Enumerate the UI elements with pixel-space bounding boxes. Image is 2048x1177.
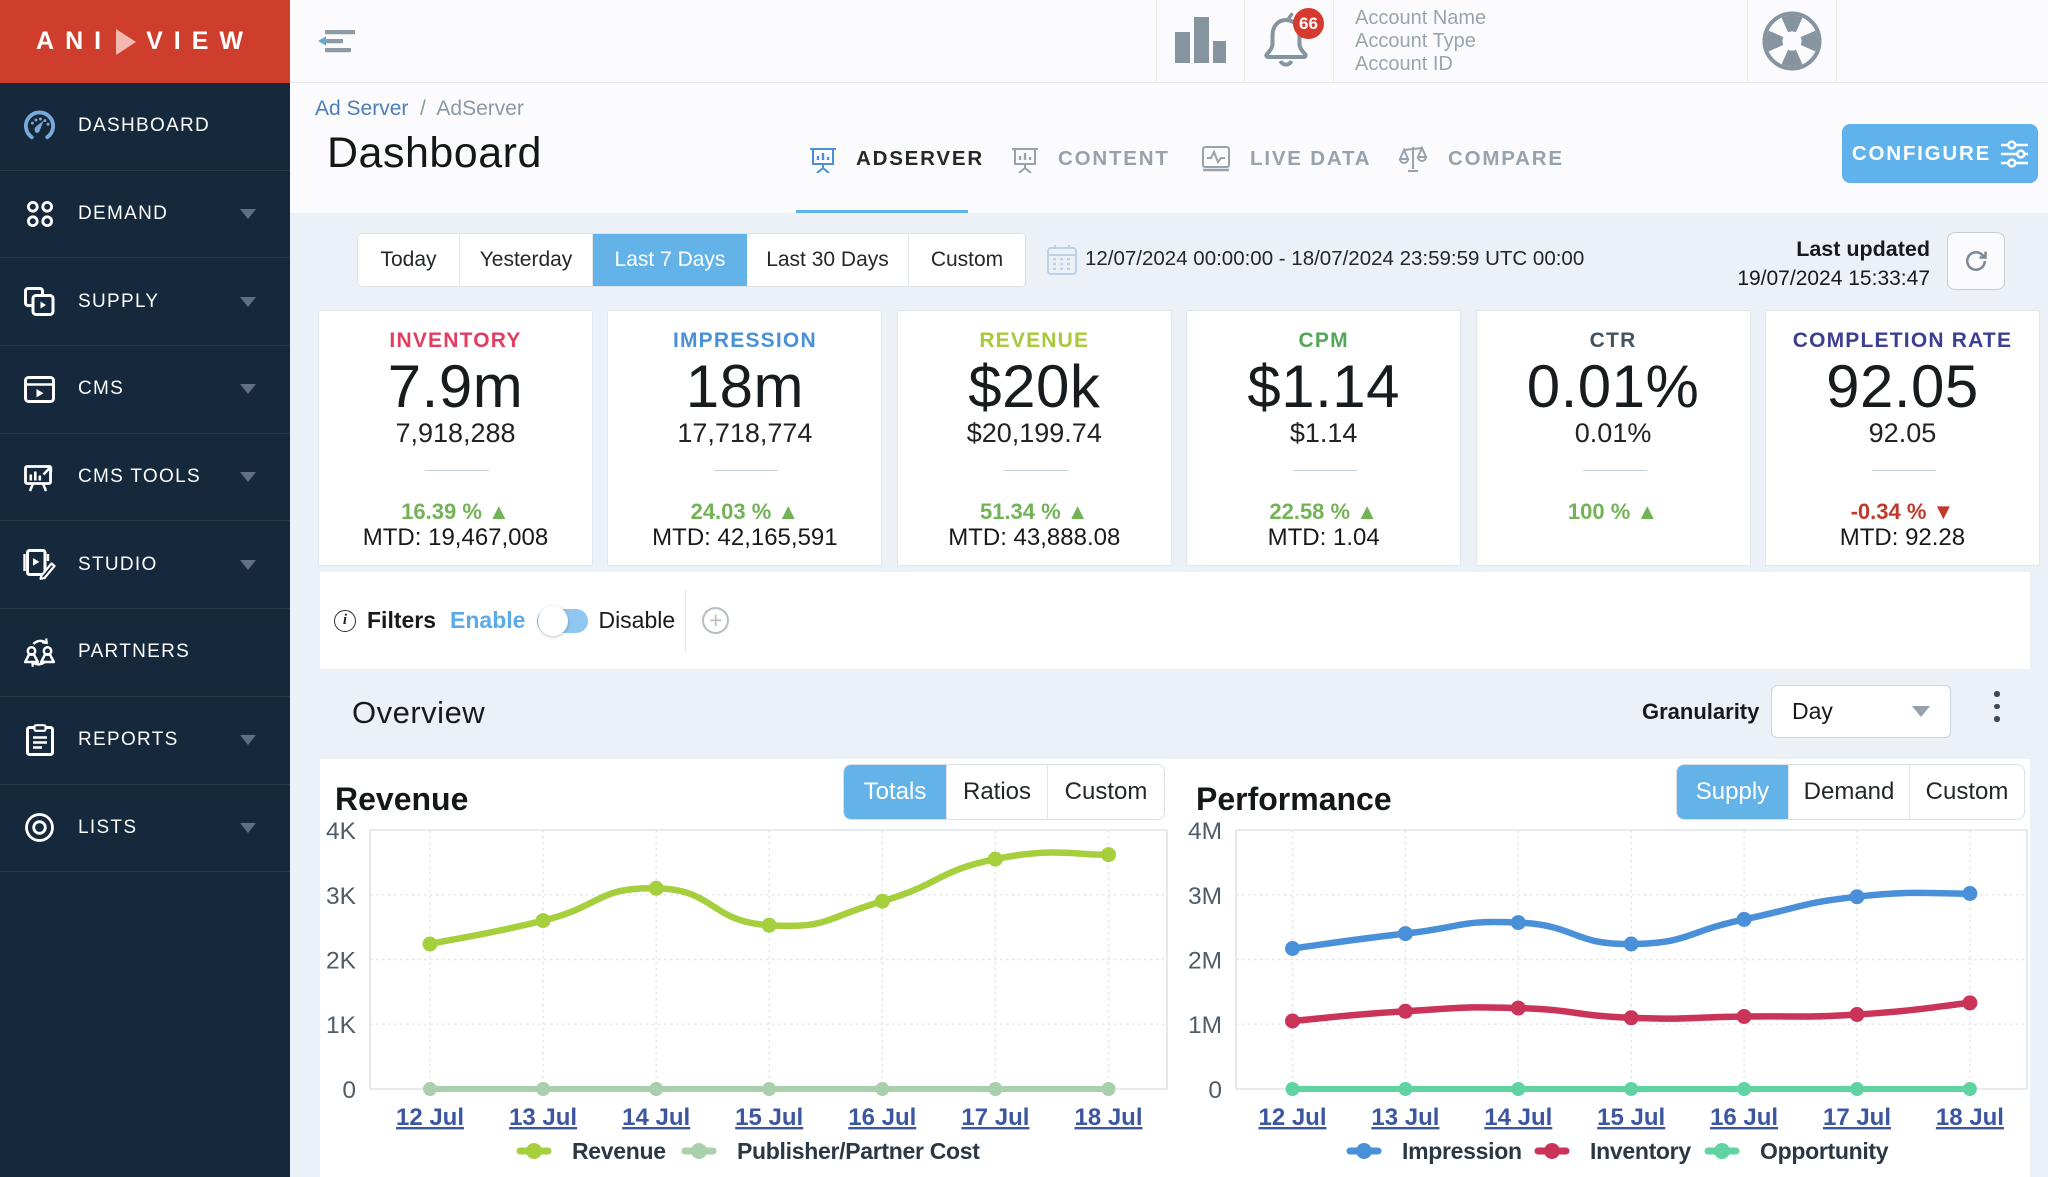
svg-text:2K: 2K xyxy=(326,948,357,975)
svg-text:13 Jul: 13 Jul xyxy=(509,1104,577,1131)
svg-text:15 Jul: 15 Jul xyxy=(1597,1104,1665,1131)
svg-text:15 Jul: 15 Jul xyxy=(735,1104,803,1131)
svg-text:Revenue: Revenue xyxy=(572,1138,666,1164)
svg-text:12 Jul: 12 Jul xyxy=(1258,1104,1326,1131)
svg-text:14 Jul: 14 Jul xyxy=(1484,1104,1552,1131)
svg-text:Opportunity: Opportunity xyxy=(1760,1138,1889,1164)
svg-text:Inventory: Inventory xyxy=(1590,1138,1691,1164)
svg-text:1K: 1K xyxy=(326,1012,357,1039)
svg-text:3K: 3K xyxy=(326,883,357,910)
svg-text:18 Jul: 18 Jul xyxy=(1936,1104,2004,1131)
svg-text:0: 0 xyxy=(1208,1077,1222,1104)
svg-text:13 Jul: 13 Jul xyxy=(1371,1104,1439,1131)
svg-text:17 Jul: 17 Jul xyxy=(1823,1104,1891,1131)
svg-text:1M: 1M xyxy=(1188,1012,1222,1039)
svg-text:Publisher/Partner Cost: Publisher/Partner Cost xyxy=(737,1138,980,1164)
svg-text:Impression: Impression xyxy=(1402,1138,1522,1164)
svg-text:16 Jul: 16 Jul xyxy=(848,1104,916,1131)
svg-text:3M: 3M xyxy=(1188,883,1222,910)
svg-text:4K: 4K xyxy=(326,818,357,845)
svg-text:14 Jul: 14 Jul xyxy=(622,1104,690,1131)
svg-text:16 Jul: 16 Jul xyxy=(1710,1104,1778,1131)
svg-text:18 Jul: 18 Jul xyxy=(1074,1104,1142,1131)
svg-text:12 Jul: 12 Jul xyxy=(396,1104,464,1131)
svg-text:17 Jul: 17 Jul xyxy=(961,1104,1029,1131)
svg-text:0: 0 xyxy=(342,1077,356,1104)
svg-text:2M: 2M xyxy=(1188,948,1222,975)
svg-text:4M: 4M xyxy=(1188,818,1222,845)
